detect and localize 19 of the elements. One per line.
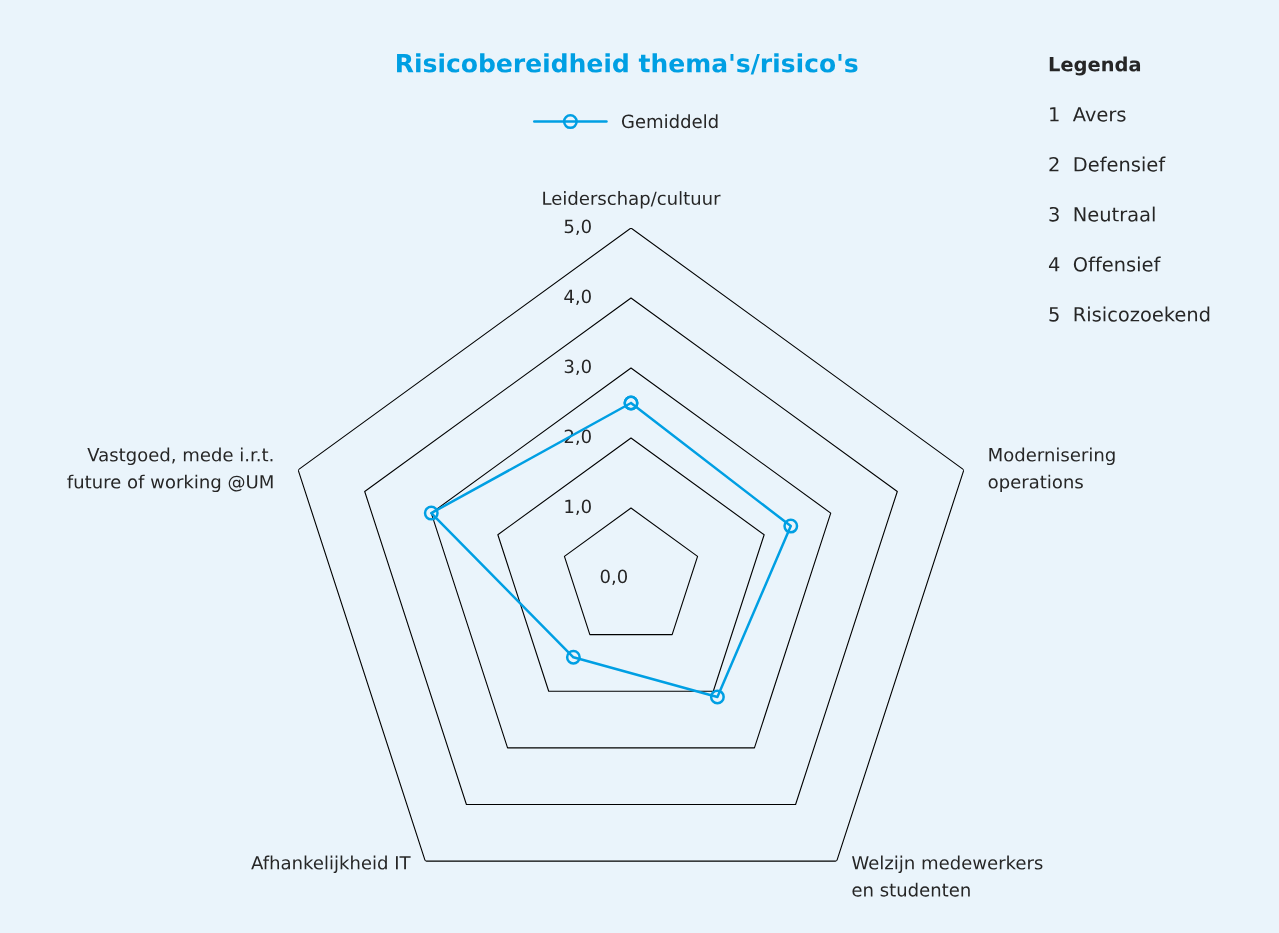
y-tick-label: 4,0 — [564, 289, 591, 306]
text: 1 Avers — [1050, 107, 1126, 122]
text: 2 Defensief — [1049, 156, 1166, 172]
y-tick-label: 5,0 — [564, 219, 591, 236]
spoke-label: Welzijn medewerkers en studenten — [852, 855, 1043, 897]
y-tick-label: 3,0 — [564, 359, 591, 376]
chart-title: Risicobereidheid thema's/risico's — [397, 53, 858, 75]
legend-label: Gemiddeld — [621, 114, 718, 129]
text: 5 Risicozoekend — [1049, 306, 1210, 322]
y-tick-label: 2,0 — [564, 429, 591, 446]
text: 4 Offensief — [1048, 256, 1161, 272]
text: 3 Neutraal — [1049, 206, 1155, 222]
spoke-label: Afhankelijkheid IT — [251, 855, 411, 874]
text: Legenda — [1049, 56, 1141, 76]
y-tick-label: 1,0 — [565, 499, 591, 516]
y-tick-label: 0,0 — [600, 569, 628, 586]
spoke-label: Leiderschap/cultuur — [543, 191, 721, 209]
spoke-label: Modernisering operations — [988, 447, 1115, 493]
spoke-label: Vastgoed, mede i.r.t. future of working @UM — [67, 447, 273, 493]
